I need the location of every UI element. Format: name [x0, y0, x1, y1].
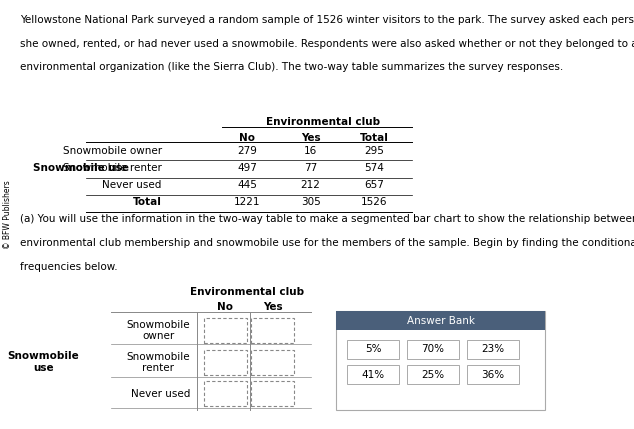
Text: she owned, rented, or had never used a snowmobile. Respondents were also asked w: she owned, rented, or had never used a s…: [20, 39, 634, 48]
Text: 212: 212: [301, 180, 321, 190]
FancyBboxPatch shape: [204, 381, 247, 406]
Text: Snowmobile
use: Snowmobile use: [7, 351, 79, 373]
Text: 1526: 1526: [361, 197, 387, 208]
Text: 25%: 25%: [422, 370, 444, 380]
Text: 574: 574: [364, 163, 384, 173]
Text: 279: 279: [237, 146, 257, 156]
Text: Total: Total: [359, 133, 389, 143]
FancyBboxPatch shape: [347, 340, 399, 359]
Text: (a) You will use the information in the two-way table to make a segmented bar ch: (a) You will use the information in the …: [20, 214, 634, 224]
Text: Snowmobile
owner: Snowmobile owner: [127, 320, 190, 341]
FancyBboxPatch shape: [407, 365, 459, 384]
Text: 1221: 1221: [234, 197, 261, 208]
Text: environmental organization (like the Sierra Club). The two-way table summarizes : environmental organization (like the Sie…: [20, 62, 564, 72]
Text: Never used: Never used: [102, 180, 162, 190]
FancyBboxPatch shape: [407, 340, 459, 359]
FancyBboxPatch shape: [336, 311, 545, 330]
Text: Snowmobile
renter: Snowmobile renter: [127, 352, 190, 373]
Text: environmental club membership and snowmobile use for the members of the sample. : environmental club membership and snowmo…: [20, 238, 634, 248]
FancyBboxPatch shape: [347, 365, 399, 384]
FancyBboxPatch shape: [336, 311, 545, 410]
Text: Never used: Never used: [131, 389, 190, 399]
FancyBboxPatch shape: [467, 365, 519, 384]
Text: 5%: 5%: [365, 344, 382, 354]
Text: Yellowstone National Park surveyed a random sample of 1526 winter visitors to th: Yellowstone National Park surveyed a ran…: [20, 15, 634, 25]
Text: Environmental club: Environmental club: [266, 117, 380, 127]
Text: 445: 445: [237, 180, 257, 190]
Text: © BFW Publishers: © BFW Publishers: [3, 180, 12, 249]
Text: No: No: [239, 133, 256, 143]
Text: 77: 77: [304, 163, 317, 173]
FancyBboxPatch shape: [467, 340, 519, 359]
FancyBboxPatch shape: [251, 318, 294, 343]
Text: 497: 497: [237, 163, 257, 173]
Text: 657: 657: [364, 180, 384, 190]
FancyBboxPatch shape: [204, 350, 247, 375]
Text: Snowmobile use: Snowmobile use: [33, 163, 129, 173]
Text: 23%: 23%: [481, 344, 504, 354]
Text: 305: 305: [301, 197, 321, 208]
Text: 36%: 36%: [481, 370, 504, 380]
Text: frequencies below.: frequencies below.: [20, 262, 118, 272]
Text: Yes: Yes: [301, 133, 320, 143]
Text: Environmental club: Environmental club: [190, 287, 304, 297]
Text: 70%: 70%: [422, 344, 444, 354]
Text: 295: 295: [364, 146, 384, 156]
Text: 16: 16: [304, 146, 317, 156]
Text: Snowmobile renter: Snowmobile renter: [63, 163, 162, 173]
Text: Snowmobile owner: Snowmobile owner: [63, 146, 162, 156]
Text: Total: Total: [133, 197, 162, 208]
Text: 41%: 41%: [362, 370, 385, 380]
FancyBboxPatch shape: [204, 318, 247, 343]
FancyBboxPatch shape: [251, 381, 294, 406]
Text: Yes: Yes: [263, 302, 282, 312]
Text: No: No: [217, 302, 233, 312]
Text: Answer Bank: Answer Bank: [406, 316, 475, 326]
FancyBboxPatch shape: [251, 350, 294, 375]
